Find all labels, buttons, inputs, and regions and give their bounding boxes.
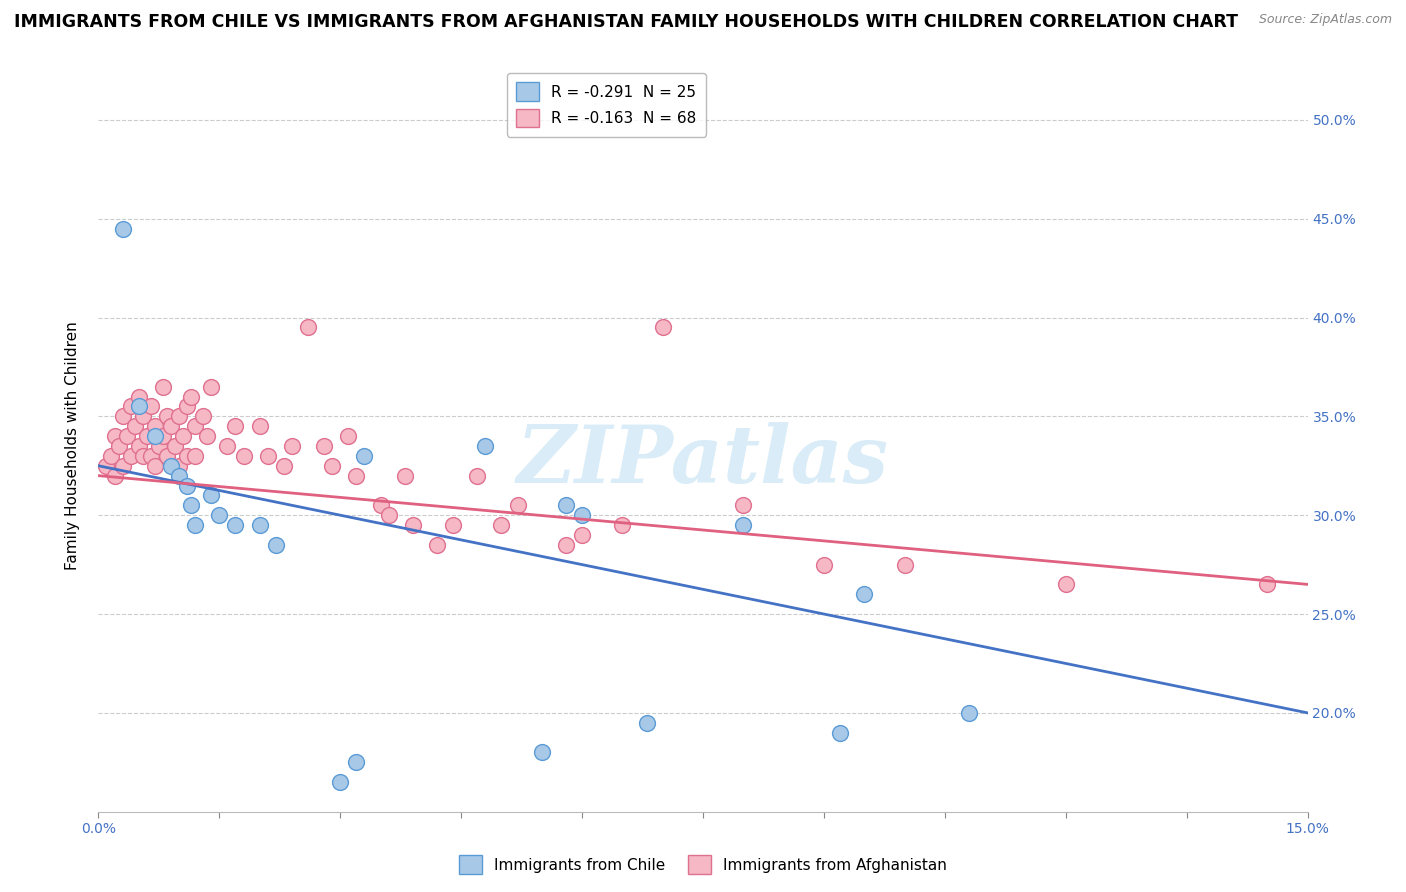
Point (217, 439, 239, 453)
Point (224, 518, 246, 533)
Point (853, 587, 876, 601)
Point (124, 419, 146, 434)
Point (167, 409, 190, 424)
Point (167, 458, 190, 473)
Text: Source: ZipAtlas.com: Source: ZipAtlas.com (1258, 13, 1392, 27)
Point (957, 706, 980, 720)
Point (115, 429, 138, 443)
Point (506, 498, 529, 512)
Point (394, 468, 416, 483)
Point (111, 221, 134, 235)
Text: IMMIGRANTS FROM CHILE VS IMMIGRANTS FROM AFGHANISTAN FAMILY HOUSEHOLDS WITH CHIL: IMMIGRANTS FROM CHILE VS IMMIGRANTS FROM… (14, 13, 1239, 31)
Point (530, 746, 553, 760)
Point (344, 468, 367, 483)
Point (612, 518, 634, 533)
Point (651, 320, 673, 334)
Point (377, 508, 399, 523)
Point (135, 429, 157, 443)
Point (344, 756, 367, 770)
Point (111, 409, 134, 424)
Point (100, 449, 122, 463)
Point (160, 419, 183, 434)
Point (555, 538, 578, 552)
Point (176, 478, 198, 492)
Point (103, 429, 125, 443)
Point (139, 400, 162, 414)
Point (148, 439, 170, 453)
Text: ZIPatlas: ZIPatlas (517, 422, 889, 500)
Point (813, 558, 835, 572)
Point (103, 468, 125, 483)
Point (107, 439, 129, 453)
Point (828, 725, 851, 739)
Point (256, 449, 278, 463)
Point (180, 498, 202, 512)
Legend: Immigrants from Chile, Immigrants from Afghanistan: Immigrants from Chile, Immigrants from A… (453, 849, 953, 880)
Y-axis label: Family Households with Children: Family Households with Children (65, 322, 80, 570)
Point (128, 400, 150, 414)
Point (176, 449, 198, 463)
Point (465, 468, 488, 483)
Point (426, 538, 449, 552)
Point (180, 390, 202, 404)
Point (208, 508, 231, 523)
Point (893, 558, 915, 572)
Point (156, 409, 179, 424)
Point (143, 429, 166, 443)
Point (733, 518, 755, 533)
Point (571, 528, 593, 542)
Point (474, 439, 496, 453)
Point (120, 400, 142, 414)
Point (128, 439, 150, 453)
Point (184, 419, 207, 434)
Point (184, 449, 207, 463)
Point (195, 429, 218, 443)
Point (264, 538, 287, 552)
Point (321, 458, 343, 473)
Point (172, 429, 194, 443)
Point (370, 498, 392, 512)
Point (329, 775, 352, 789)
Point (152, 429, 174, 443)
Point (200, 488, 222, 502)
Point (249, 419, 271, 434)
Point (184, 518, 207, 533)
Point (1256, 577, 1278, 591)
Point (636, 715, 658, 730)
Point (273, 458, 295, 473)
Point (555, 498, 578, 512)
Point (1054, 577, 1077, 591)
Point (96, 458, 118, 473)
Point (152, 380, 174, 394)
Point (167, 468, 190, 483)
Point (143, 419, 166, 434)
Point (733, 498, 755, 512)
Point (111, 458, 134, 473)
Point (571, 508, 593, 523)
Point (193, 409, 215, 424)
Point (232, 449, 254, 463)
Point (163, 439, 186, 453)
Point (143, 458, 166, 473)
Point (132, 409, 155, 424)
Point (200, 380, 222, 394)
Point (281, 439, 304, 453)
Point (402, 518, 425, 533)
Point (314, 439, 336, 453)
Point (224, 419, 246, 434)
Point (491, 518, 513, 533)
Point (128, 390, 150, 404)
Point (337, 429, 360, 443)
Point (160, 458, 183, 473)
Point (120, 449, 142, 463)
Point (176, 400, 198, 414)
Point (156, 449, 179, 463)
Legend: R = -0.291  N = 25, R = -0.163  N = 68: R = -0.291 N = 25, R = -0.163 N = 68 (508, 73, 706, 136)
Point (353, 449, 375, 463)
Point (297, 320, 319, 334)
Point (441, 518, 464, 533)
Point (249, 518, 271, 533)
Point (132, 449, 155, 463)
Point (139, 449, 162, 463)
